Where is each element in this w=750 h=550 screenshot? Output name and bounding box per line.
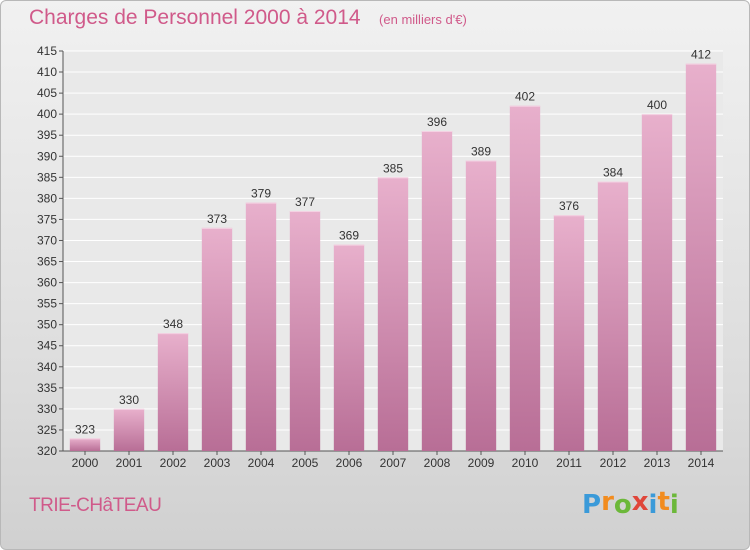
data-label: 385	[383, 161, 403, 175]
bar	[509, 105, 541, 451]
data-label: 323	[75, 422, 95, 436]
bar	[553, 215, 585, 451]
data-label: 377	[295, 195, 315, 209]
y-tick-label: 395	[37, 128, 57, 142]
bar	[597, 181, 629, 452]
x-tick-label: 2008	[424, 456, 451, 470]
y-tick-label: 345	[37, 339, 57, 353]
x-tick-label: 2004	[248, 456, 275, 470]
bar	[465, 160, 497, 451]
y-tick-label: 385	[37, 170, 57, 184]
x-tick-label: 2006	[336, 456, 363, 470]
bar	[113, 408, 145, 451]
y-tick-label: 335	[37, 381, 57, 395]
data-label: 379	[251, 187, 271, 201]
logo-letter: t	[657, 487, 670, 517]
logo-letter: P	[582, 490, 602, 520]
logo-letter: x	[631, 487, 649, 517]
logo-letter: i	[669, 490, 679, 520]
x-tick-label: 2000	[72, 456, 99, 470]
bar	[289, 211, 321, 451]
bar	[157, 333, 189, 451]
bar	[245, 202, 277, 451]
data-label: 396	[427, 115, 447, 129]
bar	[421, 131, 453, 451]
data-label: 412	[691, 48, 711, 62]
y-tick-label: 370	[37, 233, 57, 247]
data-label: 400	[647, 98, 667, 112]
x-tick-label: 2014	[688, 456, 715, 470]
bar	[685, 63, 717, 451]
y-tick-label: 405	[37, 86, 57, 100]
x-tick-label: 2001	[116, 456, 143, 470]
bar	[69, 438, 101, 451]
y-tick-label: 355	[37, 297, 57, 311]
y-tick-label: 330	[37, 402, 57, 416]
x-tick-label: 2010	[512, 456, 539, 470]
data-label: 348	[163, 317, 183, 331]
y-tick-label: 320	[37, 444, 57, 458]
y-tick-label: 380	[37, 191, 57, 205]
y-tick-label: 350	[37, 318, 57, 332]
x-tick-label: 2007	[380, 456, 407, 470]
chart-title: Charges de Personnel 2000 à 2014	[29, 6, 361, 29]
bar	[333, 244, 365, 451]
bar	[641, 114, 673, 451]
x-tick-label: 2002	[160, 456, 187, 470]
bar	[201, 227, 233, 451]
unit-note: (en milliers d'€)	[379, 12, 467, 27]
data-label: 330	[119, 393, 139, 407]
x-tick-label: 2003	[204, 456, 231, 470]
y-tick-label: 340	[37, 360, 57, 374]
logo-letter: i	[648, 490, 658, 520]
data-label: 369	[339, 229, 359, 243]
logo-letter: r	[601, 487, 614, 517]
y-tick-label: 365	[37, 255, 57, 269]
y-tick-label: 375	[37, 212, 57, 226]
x-tick-label: 2005	[292, 456, 319, 470]
x-tick-label: 2009	[468, 456, 495, 470]
x-tick-label: 2011	[556, 456, 582, 470]
place-name: TRIE-CHâTEAU	[29, 495, 162, 516]
data-label: 402	[515, 90, 535, 104]
title-row: Charges de Personnel 2000 à 2014 (en mil…	[29, 6, 467, 30]
y-tick-label: 415	[37, 44, 57, 58]
y-tick-label: 400	[37, 107, 57, 121]
y-tick-label: 410	[37, 65, 57, 79]
data-label: 376	[559, 199, 579, 213]
bar	[377, 177, 409, 451]
data-label: 373	[207, 212, 227, 226]
proxiti-logo: Proxiti	[582, 487, 679, 520]
y-tick-label: 325	[37, 423, 57, 437]
y-tick-label: 390	[37, 149, 57, 163]
data-label: 389	[471, 144, 491, 158]
x-tick-label: 2012	[600, 456, 627, 470]
logo-letter: o	[613, 490, 632, 520]
x-tick-label: 2013	[644, 456, 671, 470]
y-tick-label: 360	[37, 276, 57, 290]
data-label: 384	[603, 166, 623, 180]
